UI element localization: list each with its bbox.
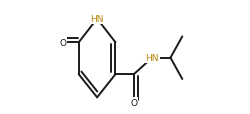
- Text: O: O: [130, 98, 137, 107]
- Text: O: O: [59, 38, 66, 47]
- Text: HN: HN: [145, 54, 158, 63]
- Text: HN: HN: [90, 15, 104, 24]
